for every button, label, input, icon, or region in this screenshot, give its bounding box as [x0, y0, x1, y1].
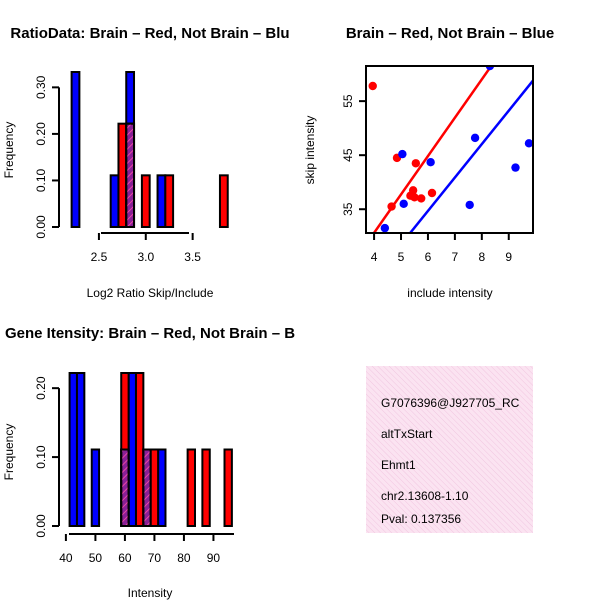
ratio-hist-y-tick-label-2: 0.20 — [34, 122, 48, 146]
scatter-notbrain-point-6 — [485, 66, 495, 71]
intensity-hist-brain-bar-3 — [149, 448, 160, 527]
intensity-hist-y-axis: 0.00 0.10 0.20 — [34, 376, 60, 538]
scatter-brain-point-8 — [427, 188, 437, 198]
scatter-brain-fit-line — [372, 66, 493, 233]
scatter-notbrain-point-2 — [399, 199, 408, 209]
intensity-hist-notbrain-bar-0 — [68, 372, 78, 527]
scatter-notbrain-point-3 — [426, 158, 435, 167]
scatter-brain-point-0 — [368, 81, 377, 91]
intensity-hist-y-tick-label-2: 0.20 — [34, 376, 48, 400]
ratio-hist-brain-bar-0 — [117, 122, 128, 228]
scatter-clipped-area — [368, 66, 533, 233]
info-event-type: altTxStart — [381, 427, 433, 441]
ratio-hist-overlap-hatch-1 — [125, 122, 136, 228]
intensity-hist-title: Gene Itensity: Brain – Red, Not Brain – … — [5, 325, 295, 342]
scatter-notbrain-point-0 — [380, 223, 390, 233]
intensity-hist-notbrain-bar-1 — [75, 372, 86, 527]
scatter-notbrain-point-4 — [465, 200, 474, 210]
scatter-brain-point-1 — [387, 202, 396, 211]
intensity-hist-x-tick-label-4: 80 — [177, 551, 191, 565]
intensity-hist-x-tick-label-5: 90 — [207, 551, 221, 565]
ratio-hist-x-tick-label-0: 2.5 — [91, 250, 108, 264]
scatter-plot-area — [368, 66, 533, 233]
info-panel: G7076396@J927705_RC altTxStart Ehmt1 chr… — [366, 366, 533, 533]
intensity-hist-ylabel: Frequency — [2, 424, 16, 481]
info-probe-id: G7076396@J927705_RC — [381, 396, 520, 410]
intensity-hist-y-tick-label-1: 0.10 — [34, 445, 48, 469]
intensity-hist-x-tick-label-3: 70 — [148, 551, 162, 565]
ratio-hist-bars — [70, 71, 229, 228]
info-pval: Pval: 0.137356 — [381, 512, 461, 526]
ratio-hist-notbrain-bar-0 — [70, 71, 81, 228]
scatter-plot-frame — [365, 65, 534, 234]
scatter-brain-point-7 — [417, 194, 426, 203]
scatter-title: Brain – Red, Not Brain – Blue — [346, 25, 554, 42]
scatter-y-tick-label-0: 35 — [341, 202, 355, 216]
intensity-histogram-panel: Gene Itensity: Brain – Red, Not Brain – … — [2, 325, 295, 600]
scatter-notbrain-point-8 — [524, 139, 533, 148]
intensity-hist-xlabel: Intensity — [128, 586, 173, 600]
ratio-hist-brain-bar-3 — [164, 174, 175, 228]
info-panel-background — [366, 366, 533, 533]
intensity-hist-overlap-hatch-0 — [120, 448, 130, 527]
scatter-y-tick-label-2: 55 — [341, 94, 355, 108]
info-gene-name: Ehmt1 — [381, 458, 416, 472]
scatter-brain-point-6 — [411, 159, 421, 168]
ratio-histogram-panel: RatioData: Brain – Red, Not Brain – Blu … — [2, 25, 290, 300]
scatter-brain-point-4 — [408, 186, 418, 195]
ratio-hist-x-tick-label-1: 3.0 — [137, 250, 154, 264]
scatter-x-tick-label-3: 7 — [452, 250, 459, 264]
intensity-hist-bars — [68, 372, 233, 527]
ratio-hist-x-tick-label-2: 3.5 — [184, 250, 201, 264]
ratio-hist-y-axis: 0.00 0.10 0.20 0.30 — [34, 75, 60, 239]
scatter-x-tick-label-0: 4 — [371, 250, 378, 264]
scatter-notbrain-fit-line — [408, 79, 533, 233]
ratio-hist-brain-bar-2 — [140, 174, 151, 228]
intensity-hist-brain-bar-4 — [186, 448, 197, 527]
scatter-xlabel: include intensity — [407, 286, 492, 300]
scatter-notbrain-point-1 — [398, 149, 407, 159]
scatter-x-tick-label-4: 8 — [478, 250, 485, 264]
ratio-hist-xlabel: Log2 Ratio Skip/Include — [87, 286, 214, 300]
scatter-brain-point-5 — [410, 193, 419, 202]
ratio-hist-y-tick-label-0: 0.00 — [34, 215, 48, 239]
ratio-hist-y-tick-label-1: 0.10 — [34, 168, 48, 192]
scatter-x-tick-label-1: 5 — [398, 250, 405, 264]
intensity-hist-notbrain-bar-2 — [90, 448, 101, 527]
ratio-hist-y-tick-label-3: 0.30 — [34, 75, 48, 99]
ratio-hist-ylabel: Frequency — [2, 122, 16, 179]
intensity-hist-brain-bar-6 — [223, 448, 233, 527]
intensity-hist-notbrain-bar-6 — [157, 448, 167, 527]
ratio-hist-brain-bar-4 — [218, 174, 229, 228]
ratio-hist-notbrain-bar-3 — [156, 174, 167, 228]
intensity-hist-brain-bar-1 — [134, 372, 145, 527]
scatter-x-tick-label-5: 9 — [505, 250, 512, 264]
intensity-hist-brain-bar-5 — [201, 448, 211, 527]
ratio-hist-x-axis: 2.5 3.0 3.5 — [91, 232, 201, 264]
scatter-x-axis: 4 5 6 7 8 9 — [371, 233, 512, 264]
ratio-hist-notbrain-bar-1 — [109, 174, 120, 228]
intensity-hist-x-tick-label-2: 60 — [118, 551, 132, 565]
scatter-notbrain-point-5 — [470, 133, 480, 143]
ratio-hist-title: RatioData: Brain – Red, Not Brain – Blu — [10, 25, 289, 42]
scatter-ylabel: skip intensity — [303, 116, 317, 185]
info-location: chr2.13608-1.10 — [381, 489, 469, 503]
intensity-hist-overlap-hatch-2 — [142, 448, 152, 527]
intensity-hist-notbrain-bar-4 — [127, 372, 137, 527]
scatter-x-tick-label-2: 6 — [425, 250, 432, 264]
scatter-panel: Brain – Red, Not Brain – Blue include in… — [303, 25, 554, 300]
intensity-hist-y-tick-label-0: 0.00 — [34, 514, 48, 538]
scatter-notbrain-point-7 — [511, 163, 520, 172]
intensity-hist-x-tick-label-0: 40 — [59, 551, 73, 565]
intensity-hist-x-axis: 40 50 60 70 80 90 — [59, 533, 234, 565]
scatter-y-axis: 35 45 55 — [341, 94, 366, 216]
intensity-hist-x-tick-label-1: 50 — [89, 551, 103, 565]
scatter-y-tick-label-1: 45 — [341, 148, 355, 162]
